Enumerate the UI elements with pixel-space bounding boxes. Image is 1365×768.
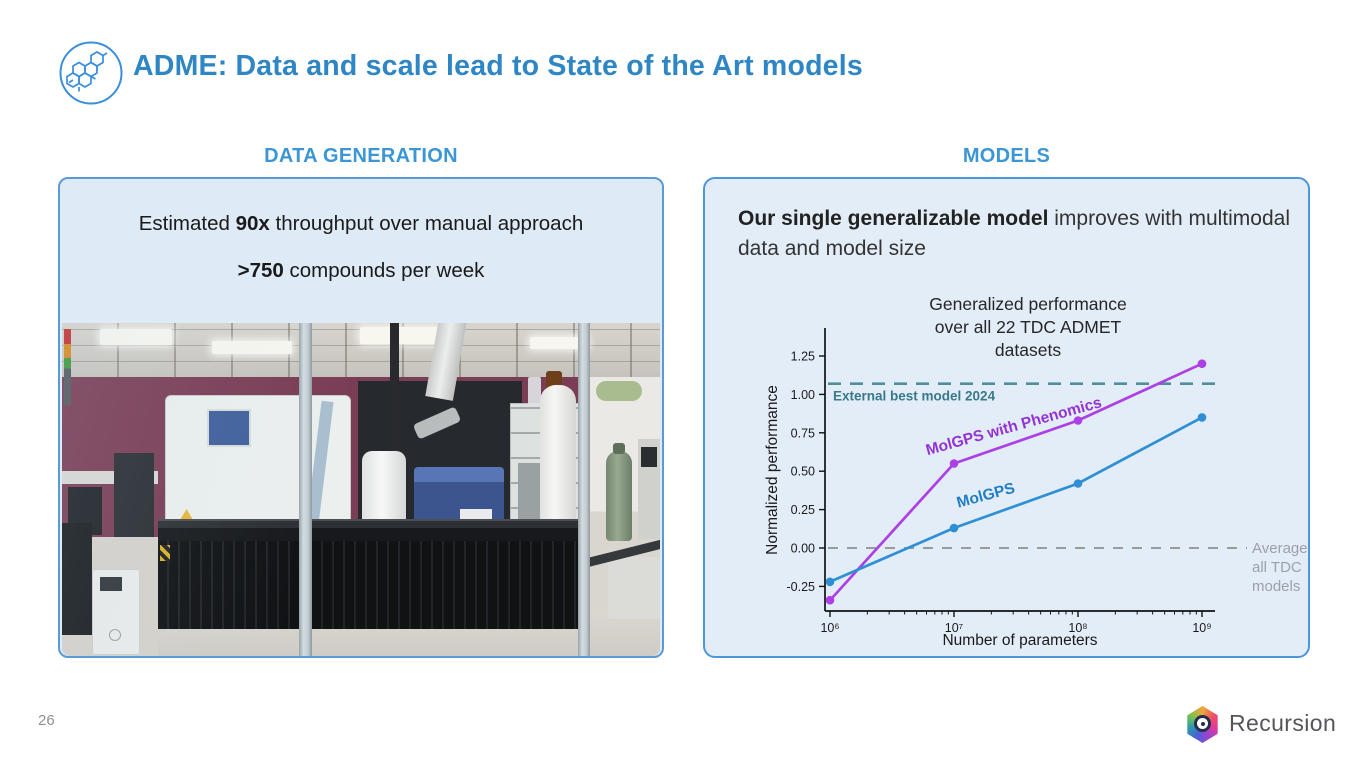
photo-warning-triangle xyxy=(180,509,193,520)
svg-text:1.25: 1.25 xyxy=(791,350,815,364)
svg-text:models: models xyxy=(1252,578,1300,595)
svg-text:Number of parameters: Number of parameters xyxy=(942,632,1097,649)
svg-text:1.00: 1.00 xyxy=(791,388,815,402)
svg-text:0.75: 0.75 xyxy=(791,426,815,440)
svg-text:External best model 2024: External best model 2024 xyxy=(833,389,996,404)
photo-instrument-screen xyxy=(207,409,251,447)
throughput-stat-prefix: Estimated xyxy=(138,212,236,235)
lab-photo xyxy=(62,323,660,656)
photo-support-pole xyxy=(390,323,399,527)
svg-text:-0.25: -0.25 xyxy=(787,580,816,594)
chart-title: Generalized performance over all 22 TDC … xyxy=(929,294,1127,360)
data-generation-panel: Estimated 90x throughput over manual app… xyxy=(58,177,664,658)
photo-glass-tint xyxy=(62,323,660,656)
models-panel: Our single generalizable model improves … xyxy=(703,177,1310,658)
molecule-icon xyxy=(57,39,125,107)
photo-gas-cylinder xyxy=(606,451,632,541)
svg-text:10⁸: 10⁸ xyxy=(1068,621,1087,635)
models-heading: MODELS xyxy=(962,145,1051,167)
svg-text:all TDC: all TDC xyxy=(1252,559,1302,576)
svg-text:MolGPS: MolGPS xyxy=(955,480,1017,512)
model-description: Our single generalizable model improves … xyxy=(738,204,1290,264)
svg-text:10⁹: 10⁹ xyxy=(1192,621,1211,635)
photo-signal-tower xyxy=(64,329,71,405)
performance-chart: -0.25 0.00 0.25 0.50 0.75 1.00 1.25 10⁶ 10⁷ 10⁸ 10… xyxy=(715,288,1307,658)
svg-text:0.00: 0.00 xyxy=(791,542,815,556)
photo-white-cylinder xyxy=(362,451,406,527)
recursion-logo-text: Recursion xyxy=(1229,710,1337,736)
photo-clear-bottle xyxy=(528,377,541,404)
photo-hazard-tape xyxy=(160,545,170,561)
performance-chart-svg: -0.25 0.00 0.25 0.50 0.75 1.00 1.25 10⁶ 10⁷ 10⁸ 10… xyxy=(764,328,1307,649)
photo-ceiling-light xyxy=(360,327,448,344)
throughput-stat-value: 90x xyxy=(235,212,270,235)
compounds-stat: >750 compounds per week xyxy=(60,259,662,283)
data-generation-heading: DATA GENERATION xyxy=(264,145,458,167)
model-description-rest: improves with multimodal data and model … xyxy=(738,207,1290,260)
svg-text:Average of: Average of xyxy=(1252,540,1307,557)
photo-bench-top xyxy=(158,519,582,541)
page-title: ADME: Data and scale lead to State of th… xyxy=(133,50,863,82)
photo-white-device-screen xyxy=(100,577,122,591)
compounds-stat-suffix: compounds per week xyxy=(283,259,485,282)
photo-left-rack xyxy=(114,453,154,537)
throughput-stat: Estimated 90x throughput over manual app… xyxy=(60,212,662,236)
svg-text:10⁶: 10⁶ xyxy=(820,621,839,635)
svg-text:0.50: 0.50 xyxy=(791,465,815,479)
photo-ceiling-light xyxy=(530,337,588,349)
photo-glass-frame xyxy=(578,323,590,656)
page-number: 26 xyxy=(38,712,55,729)
compounds-stat-value: >750 xyxy=(237,259,284,282)
recursion-hexagon-dot xyxy=(1200,721,1205,726)
svg-text:10⁷: 10⁷ xyxy=(945,621,964,635)
photo-blue-instrument-label xyxy=(460,509,492,520)
photo-cabinets xyxy=(158,541,582,629)
photo-green-sign xyxy=(596,381,642,401)
model-description-bold: Our single generalizable model xyxy=(738,207,1049,230)
photo-white-device-mark xyxy=(109,629,121,641)
svg-text:MolGPS with Phenomics: MolGPS with Phenomics xyxy=(924,394,1104,459)
photo-glass-frame xyxy=(299,323,312,656)
photo-gray-machine-screen xyxy=(641,447,657,467)
photo-ceiling-light xyxy=(212,341,292,354)
photo-ceiling-light xyxy=(100,329,172,345)
photo-right-machine xyxy=(608,557,660,619)
photo-gas-cylinder-cap xyxy=(613,443,625,454)
svg-text:0.25: 0.25 xyxy=(791,503,815,517)
photo-left-equipment xyxy=(62,523,92,635)
throughput-stat-suffix: throughput over manual approach xyxy=(269,212,584,235)
svg-text:Normalized performance: Normalized performance xyxy=(764,385,781,555)
photo-tall-cylinder xyxy=(540,385,576,535)
